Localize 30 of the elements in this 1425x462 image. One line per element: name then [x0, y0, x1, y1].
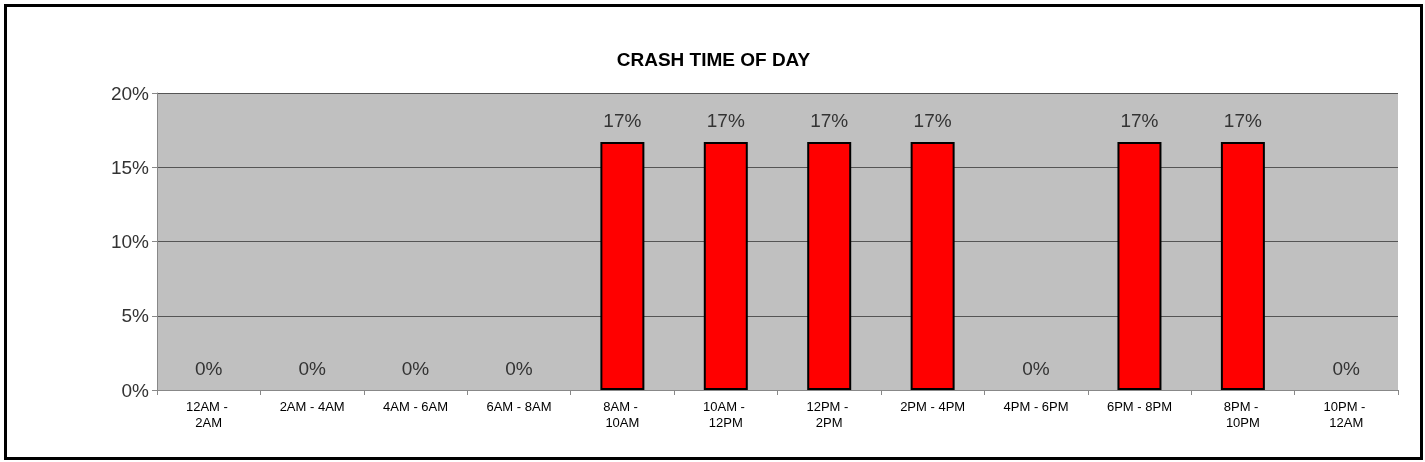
x-tick-label: 8AM - 10AM	[603, 398, 642, 430]
x-tick-label: 12PM - 2PM	[806, 398, 852, 430]
y-tick-label: 20%	[110, 82, 150, 104]
y-tick-label: 10%	[110, 231, 150, 252]
y-tick-label: 5%	[121, 305, 150, 327]
data-label: 17%	[706, 110, 745, 132]
x-tick-label: 8PM - 10PM	[1223, 398, 1263, 430]
x-tick-label: 6PM - 8PM	[1106, 398, 1172, 414]
x-tick-label: 4PM - 6PM	[1003, 398, 1069, 414]
data-label: 17%	[810, 110, 849, 132]
x-tick-label: 2AM - 4AM	[279, 398, 345, 414]
data-label: 17%	[1120, 110, 1159, 132]
data-label: 0%	[401, 358, 430, 379]
chart-title: CRASH TIME OF DAY	[616, 49, 811, 70]
data-label: 0%	[194, 358, 223, 379]
x-tick-label: 12AM - 2AM	[185, 398, 232, 430]
data-label: 17%	[913, 110, 952, 132]
data-label: 0%	[1022, 358, 1050, 379]
data-label: 0%	[1332, 358, 1361, 379]
data-label: 0%	[298, 358, 326, 379]
x-tick-label: 6AM - 8AM	[486, 398, 552, 414]
x-tick-label: 10PM - 12AM	[1323, 398, 1370, 430]
y-tick-label: 0%	[121, 379, 150, 401]
x-tick-label: 2PM - 4PM	[900, 398, 966, 414]
x-tick-label: 10AM - 12PM	[703, 398, 749, 430]
data-label: 17%	[603, 110, 642, 132]
x-tick-label: 4AM - 6AM	[383, 398, 449, 414]
y-tick-label: 15%	[110, 156, 150, 178]
data-label: 0%	[505, 358, 533, 379]
data-label: 17%	[1223, 110, 1262, 132]
